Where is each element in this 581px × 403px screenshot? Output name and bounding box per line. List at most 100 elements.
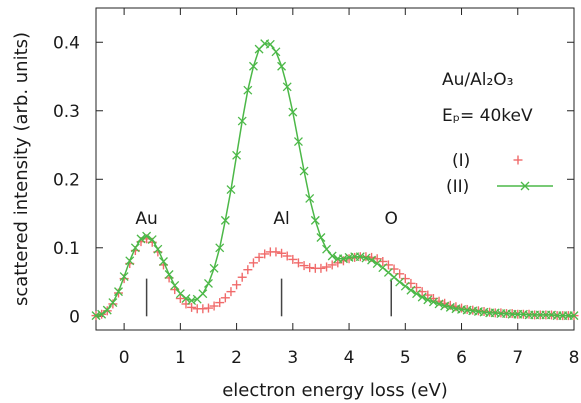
data-point — [187, 302, 197, 312]
data-point — [271, 47, 281, 57]
data-point — [243, 85, 253, 95]
data-point — [243, 265, 253, 275]
data-point — [355, 252, 365, 262]
data-point — [282, 251, 292, 261]
data-point — [159, 257, 168, 266]
data-point — [277, 61, 287, 71]
data-point — [322, 262, 332, 272]
data-point — [445, 302, 455, 312]
data-point — [248, 61, 258, 71]
data-point — [333, 258, 343, 268]
data-point — [237, 272, 247, 282]
data-point — [400, 281, 410, 291]
energy-label: Eₚ= 40keV — [442, 106, 533, 126]
data-point — [237, 116, 247, 126]
x-tick-label: 0 — [119, 348, 130, 368]
data-point — [164, 270, 174, 279]
element-marker-label: O — [385, 209, 398, 229]
legend-label-series-2: (II) — [446, 177, 469, 197]
data-point — [400, 274, 410, 284]
data-point — [367, 255, 377, 265]
data-point — [248, 258, 258, 268]
data-point — [142, 231, 152, 241]
data-point — [372, 259, 382, 269]
data-point — [153, 244, 163, 254]
data-point — [282, 82, 292, 92]
data-point — [288, 254, 298, 264]
x-tick-label: 3 — [287, 348, 298, 368]
data-point — [395, 277, 405, 287]
data-point — [226, 185, 236, 195]
legend: (I) (II) — [446, 151, 553, 197]
data-point — [170, 281, 180, 290]
element-marker-label: Al — [273, 209, 289, 229]
data-point — [175, 293, 185, 303]
element-marker-label: Au — [135, 209, 157, 229]
data-point — [125, 256, 135, 266]
series-layer — [91, 39, 579, 321]
series-1 — [91, 234, 579, 321]
y-tick-label: 0 — [69, 307, 80, 327]
data-point — [423, 295, 433, 305]
data-point — [108, 298, 118, 308]
data-point — [310, 215, 320, 225]
axis-ticks — [96, 8, 575, 330]
x-tick-label: 1 — [175, 348, 186, 368]
data-point — [412, 289, 422, 299]
data-point — [136, 234, 146, 244]
data-point — [440, 301, 450, 311]
data-point — [395, 269, 405, 279]
data-point — [260, 249, 270, 259]
data-point — [277, 248, 287, 258]
x-tick-label: 5 — [400, 348, 411, 368]
x-tick-label: 2 — [231, 348, 242, 368]
data-point — [327, 251, 337, 261]
y-tick-label: 0.1 — [53, 239, 80, 259]
data-point — [114, 287, 123, 297]
plot-frame — [95, 7, 575, 331]
y-tick-label: 0.4 — [53, 33, 80, 53]
element-markers: Au Al O — [135, 209, 398, 317]
data-point — [204, 278, 213, 288]
data-point — [226, 287, 236, 297]
data-point — [372, 254, 382, 264]
x-tick-label: 6 — [456, 348, 467, 368]
data-point — [220, 293, 230, 303]
data-point — [215, 298, 225, 308]
legend-label-series-1: (I) — [452, 151, 470, 171]
data-point — [271, 247, 281, 257]
data-point — [406, 285, 416, 295]
x-tick-label: 4 — [344, 348, 355, 368]
data-point — [316, 233, 326, 242]
data-point — [316, 263, 326, 273]
data-point — [203, 303, 213, 313]
data-point — [299, 166, 309, 176]
data-point — [428, 297, 438, 307]
data-point — [198, 289, 208, 299]
data-point — [293, 137, 303, 147]
data-point — [209, 301, 219, 311]
data-point — [327, 260, 337, 270]
data-point — [119, 272, 129, 282]
data-point — [305, 193, 315, 203]
data-point — [520, 181, 530, 191]
data-point — [361, 253, 371, 263]
data-point — [322, 244, 332, 254]
data-point — [91, 311, 101, 321]
data-point — [187, 296, 197, 306]
data-point — [232, 280, 242, 290]
data-point — [97, 309, 107, 319]
y-tick-labels: 0 0.1 0.2 0.3 0.4 — [53, 33, 80, 327]
data-point — [254, 252, 264, 262]
y-tick-label: 0.3 — [53, 102, 80, 122]
x-axis-title: electron energy loss (eV) — [222, 380, 448, 401]
data-point — [288, 107, 298, 117]
data-point — [181, 294, 191, 303]
x-tick-label: 7 — [512, 348, 523, 368]
sample-label: Au/Al₂O₃ — [442, 70, 514, 90]
data-point — [130, 243, 140, 253]
data-point — [232, 150, 242, 160]
data-point — [299, 261, 309, 271]
x-tick-label: 8 — [569, 348, 580, 368]
x-tick-labels: 0 1 2 3 4 5 6 7 8 — [119, 348, 580, 368]
